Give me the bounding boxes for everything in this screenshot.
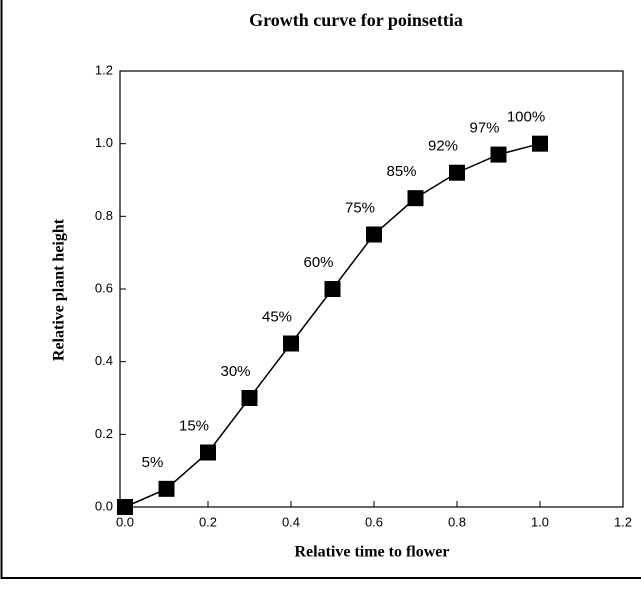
y-tick-label: 0.2 xyxy=(95,426,113,441)
x-tick-label: 0.0 xyxy=(116,514,134,529)
x-tick-label: 1.0 xyxy=(531,514,549,529)
marker xyxy=(532,135,548,152)
marker xyxy=(241,390,258,406)
marker xyxy=(117,499,133,515)
line xyxy=(124,142,541,508)
marker xyxy=(490,146,507,163)
x-tick-label: 0.2 xyxy=(199,514,217,529)
data-label: 100% xyxy=(507,109,545,126)
data-label: 92% xyxy=(428,138,458,155)
x-axis-label: Relative time to flower xyxy=(294,544,449,561)
x-tick-label: 0.4 xyxy=(282,514,300,529)
x-tick-label: 1.2 xyxy=(614,514,632,529)
marker xyxy=(449,164,465,181)
chart-title: Growth curve for poinsettia xyxy=(249,10,463,30)
y-tick-label: 1.0 xyxy=(95,135,113,150)
y-tick-label: 0.4 xyxy=(95,353,113,368)
y-tick-label: 0.8 xyxy=(95,208,113,223)
y-tick-label: 0.0 xyxy=(95,498,113,513)
marker xyxy=(283,335,299,352)
data-label: 15% xyxy=(179,417,209,434)
data-label: 45% xyxy=(262,308,292,325)
x-tick-label: 0.8 xyxy=(448,514,466,529)
data-label: 60% xyxy=(303,254,333,271)
marker xyxy=(366,226,382,243)
data-label: 5% xyxy=(142,454,164,471)
marker xyxy=(324,281,341,297)
marker xyxy=(158,480,175,497)
marker xyxy=(407,190,424,207)
y-tick-label: 0.6 xyxy=(95,280,113,295)
frame xyxy=(0,0,641,579)
x-tick-label: 0.6 xyxy=(365,514,383,529)
data-label: 30% xyxy=(220,363,250,380)
y-tick-label: 1.2 xyxy=(95,62,113,77)
y-axis-label: Relative plant height xyxy=(51,218,68,361)
marker xyxy=(200,444,216,461)
data-label: 85% xyxy=(386,163,416,180)
data-label: 75% xyxy=(345,199,375,216)
data-label: 97% xyxy=(469,120,499,137)
